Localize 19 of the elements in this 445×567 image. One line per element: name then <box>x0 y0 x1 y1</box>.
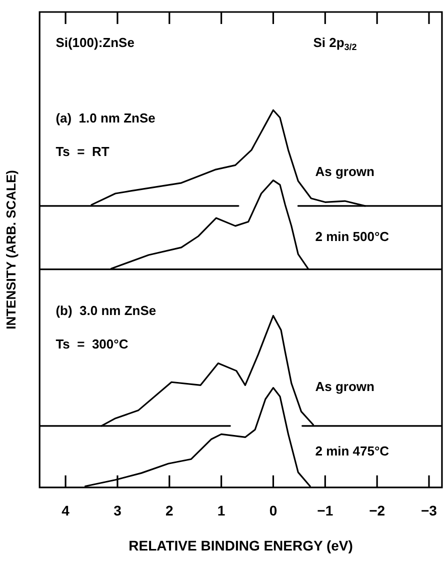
annotation: Ts = 300°C <box>56 336 129 352</box>
annotation: (a) 1.0 nm ZnSe <box>56 110 156 126</box>
text: Si(100):ZnSe <box>56 34 134 50</box>
series-label: 2 min 500°C <box>315 229 390 244</box>
x-tick-label: −3 <box>421 502 438 519</box>
series-label: As grown <box>315 378 375 394</box>
series-label: 2 min 475°C <box>315 443 390 458</box>
annotation: (b) 3.0 nm ZnSe <box>56 303 156 318</box>
x-axis-title: RELATIVE BINDING ENERGY (eV) <box>128 537 353 554</box>
x-tick-label: 3 <box>114 502 122 519</box>
x-tick-label: 1 <box>217 502 226 519</box>
x-tick-label: 0 <box>269 502 278 519</box>
x-tick-label: 2 <box>165 502 174 519</box>
x-tick-label: −2 <box>369 502 386 519</box>
x-tick-label: −1 <box>317 502 334 519</box>
series-label: As grown <box>315 164 375 179</box>
x-tick-label: 4 <box>62 502 70 519</box>
y-axis-title: INTENSITY (ARB. SCALE) <box>3 170 18 330</box>
annotation: Ts = RT <box>56 144 110 159</box>
